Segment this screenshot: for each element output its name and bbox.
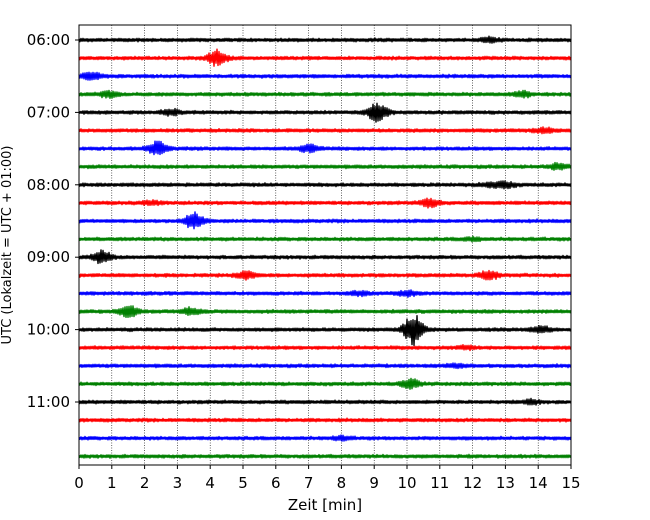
x-tick-label-11: 11 [430, 474, 449, 492]
x-tick-label-1: 1 [107, 474, 117, 492]
x-tick-label-4: 4 [205, 474, 215, 492]
y-tick-label-3: 09:00 [27, 248, 70, 266]
trace-row-0600 [78, 35, 572, 44]
y-tick-label-5: 11:00 [27, 393, 70, 411]
y-tick-label-2: 08:00 [27, 176, 70, 194]
x-tick-label-6: 6 [271, 474, 281, 492]
trace-row-0645 [78, 89, 572, 100]
y-tick-label-0: 06:00 [27, 31, 70, 49]
y-tick-label-1: 07:00 [27, 103, 70, 121]
trace-row-0745 [78, 161, 572, 171]
x-tick-label-7: 7 [304, 474, 314, 492]
grid-lines [111, 25, 539, 465]
x-tick-label-14: 14 [529, 474, 548, 492]
trace-row-1000 [78, 315, 572, 346]
trace-rows [78, 35, 572, 459]
x-axis-ticks: 0 1 2 3 4 5 6 7 8 9 10 11 12 13 14 15 [74, 465, 581, 492]
x-tick-label-15: 15 [561, 474, 580, 492]
x-tick-label-9: 9 [369, 474, 379, 492]
y-tick-label-4: 10:00 [27, 321, 70, 339]
x-tick-label-3: 3 [173, 474, 183, 492]
x-tick-label-13: 13 [496, 474, 515, 492]
x-tick-label-8: 8 [337, 474, 347, 492]
x-tick-label-12: 12 [463, 474, 482, 492]
x-tick-label-10: 10 [397, 474, 416, 492]
y-axis-ticks: 06:00 07:00 08:00 09:00 10:00 11:00 [27, 31, 79, 411]
trace-row-0630 [78, 71, 572, 81]
x-tick-label-0: 0 [74, 474, 84, 492]
trace-row-0730 [78, 140, 572, 156]
trace-row-0700 [78, 102, 572, 123]
x-tick-label-5: 5 [238, 474, 248, 492]
x-tick-label-2: 2 [140, 474, 150, 492]
x-axis-label: Zeit [min] [288, 496, 362, 514]
y-axis-label: UTC (Lokalzeit = UTC + 01:00) [0, 146, 15, 345]
plot-frame [78, 24, 572, 466]
